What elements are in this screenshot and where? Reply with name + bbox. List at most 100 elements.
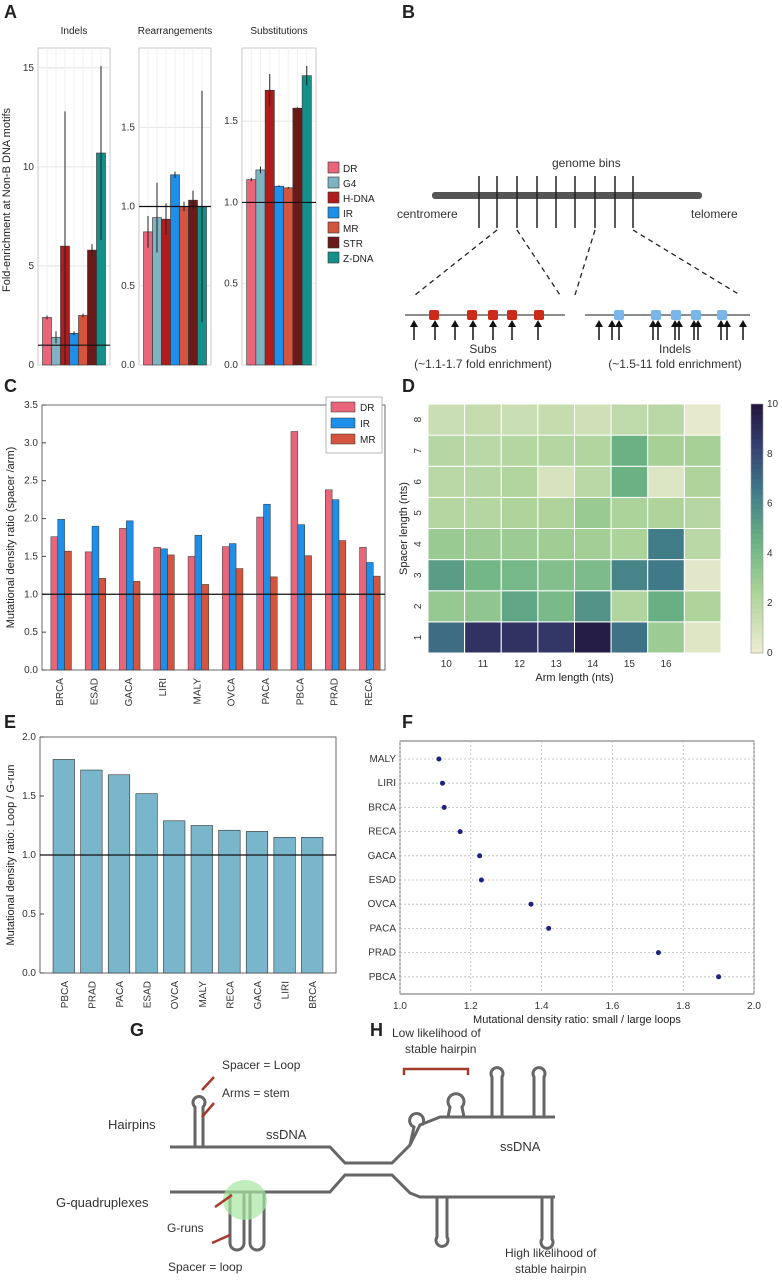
y-tick-label: 5 — [28, 261, 34, 272]
heatmap-cell — [500, 590, 539, 623]
heatmap-cell — [647, 559, 685, 592]
bar-dr — [119, 528, 127, 671]
y-tick-label: 2.0 — [24, 514, 38, 525]
x-tick-label: PACA — [115, 981, 126, 1008]
bar-mr — [167, 554, 175, 671]
stable-hairpin1 — [489, 1066, 505, 1117]
bar-dr — [42, 317, 52, 366]
x-tick-label: LIRI — [158, 678, 169, 696]
arms-stem-label: Arms = stem — [222, 1086, 290, 1100]
heatmap-cell — [683, 528, 722, 561]
bar-dr — [84, 551, 93, 671]
colorbar-segment — [751, 463, 763, 470]
arrow-head — [489, 320, 497, 327]
heatmap-cell — [647, 434, 685, 467]
stable-hairpin3 — [434, 1197, 450, 1248]
unstable-hairpin1 — [408, 1112, 426, 1146]
bar-mr — [283, 187, 294, 366]
x-tick-label: 14 — [587, 659, 599, 670]
heatmap-cell — [574, 528, 612, 561]
x-tick-label: PBCA — [60, 981, 71, 1009]
colorbar-tick-label: 10 — [767, 399, 779, 410]
heatmap-cell — [464, 434, 502, 467]
heatmap-cell — [464, 590, 502, 623]
colorbar-segment — [751, 528, 763, 534]
heatmap-cell — [574, 434, 612, 467]
colorbar-frame — [750, 403, 764, 654]
colorbar-segment — [751, 468, 763, 475]
indels-label: Indels — [659, 342, 691, 356]
heatmap-cell — [464, 465, 502, 498]
panel-label-c: C — [4, 376, 17, 396]
bar-ir — [228, 543, 237, 671]
legend-swatch — [327, 206, 340, 219]
genome-bar — [432, 192, 702, 199]
heatmap-cell — [464, 528, 502, 561]
data-point — [477, 853, 483, 859]
legend-swatch — [330, 433, 356, 445]
x-tick-label: ESAD — [143, 981, 154, 1008]
data-point — [439, 780, 445, 786]
legend-label: MR — [343, 224, 359, 235]
heatmap-cell — [610, 434, 649, 467]
panel-label-b: B — [402, 2, 415, 22]
bar-ir — [91, 525, 100, 671]
heatmap-cell — [537, 496, 575, 529]
bar-str — [188, 199, 198, 366]
bar-mr — [235, 568, 244, 671]
subplot-title: Rearrangements — [138, 26, 212, 37]
colorbar-segment — [751, 518, 763, 525]
x-tick-label: 2.0 — [747, 1001, 761, 1012]
arrow-head — [723, 320, 731, 327]
colorbar-segment — [751, 563, 763, 569]
legend-swatch — [327, 176, 340, 189]
heatmap-cell — [683, 496, 722, 529]
x-tick-label: 1.4 — [535, 1001, 549, 1012]
colorbar-segment — [751, 478, 763, 485]
bar-mr — [338, 540, 347, 671]
ylabel-d: Spacer length (nts) — [398, 482, 410, 575]
colorbar-segment — [751, 568, 763, 574]
y-tick-label: BRCA — [368, 802, 396, 813]
y-tick-label: 1.5 — [121, 122, 135, 133]
bar-ir — [160, 548, 168, 671]
colorbar-segment — [751, 433, 763, 440]
x-tick-label: RECA — [364, 678, 375, 706]
diagram-gh: Spacer = Loop Arms = stem Hairpins ssDNA… — [56, 1026, 597, 1276]
y-tick-label: 1.0 — [121, 202, 135, 213]
heatmap-cell — [427, 621, 466, 654]
x-tick-label: GACA — [124, 678, 135, 707]
colorbar-segment — [751, 623, 763, 629]
chart-f: 1.0 1.2 1.4 1.6 1.8 2.0 MALY LIRI BRCA RECA GACA ES… — [368, 740, 761, 1026]
bar-ir — [274, 185, 284, 366]
x-tick-label: 11 — [478, 659, 489, 670]
chart-e: 0.0 0.5 1.0 1.5 2.0 Mutational density ratio:… — [5, 732, 337, 1009]
y-tick-label: 0.5 — [24, 627, 38, 638]
bar-mr — [270, 576, 278, 671]
colorbar-segment — [751, 488, 763, 495]
y-tick-label: 0.0 — [22, 968, 36, 979]
heatmap-cell — [683, 621, 722, 654]
y-tick-label: 10 — [23, 162, 35, 173]
high-likelihood-label-2: stable hairpin — [515, 1262, 586, 1276]
x-tick-label: BRCA — [308, 981, 319, 1009]
colorbar-segment — [751, 508, 763, 515]
bar — [190, 825, 213, 974]
gquad-loop2 — [248, 1193, 266, 1252]
heatmap-cell — [500, 434, 539, 467]
heatmap-cell — [683, 465, 722, 498]
bar-mr — [98, 578, 106, 671]
colorbar-segment — [751, 404, 763, 410]
colorbar-segment — [751, 633, 763, 639]
arrow-head — [717, 320, 725, 327]
bar-mr — [304, 555, 312, 671]
y-tick-label: 2 — [413, 603, 424, 609]
data-point — [528, 901, 534, 907]
hairpins-label: Hairpins — [108, 1117, 156, 1132]
heatmap-cell — [647, 621, 685, 654]
hairpin-stem-left — [191, 1095, 207, 1147]
colorbar-segment — [751, 503, 763, 510]
bar-dr — [153, 547, 161, 671]
ssdna-upper-strand — [170, 1115, 555, 1165]
heatmap-cell — [500, 465, 539, 498]
